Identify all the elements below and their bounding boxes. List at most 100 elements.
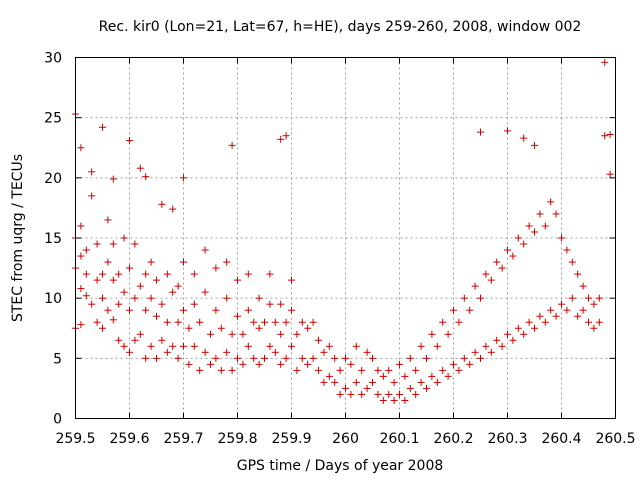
data-point (201, 348, 209, 356)
data-point (504, 127, 511, 135)
data-point (239, 330, 247, 338)
data-point (450, 360, 457, 368)
data-point (180, 306, 187, 314)
data-point (277, 330, 285, 338)
x-tick-label: 259.6 (109, 431, 149, 447)
data-point (433, 342, 441, 350)
data-point (126, 348, 133, 356)
data-point (493, 336, 501, 344)
data-point (466, 360, 474, 368)
data-point (136, 164, 144, 172)
data-point (93, 318, 101, 326)
data-point (169, 205, 177, 213)
data-point (547, 306, 555, 314)
data-point (363, 348, 371, 356)
data-point (520, 240, 528, 248)
data-point (487, 348, 495, 356)
data-point (552, 210, 560, 218)
data-point (288, 342, 295, 350)
data-point (487, 276, 495, 284)
data-point (201, 246, 209, 254)
y-tick-label: 15 (44, 231, 62, 247)
data-point (142, 354, 150, 362)
data-point (77, 285, 85, 293)
data-point (385, 366, 393, 374)
data-point (99, 294, 106, 302)
data-point (401, 372, 409, 380)
data-point (541, 318, 549, 326)
data-point (131, 240, 139, 248)
data-point (309, 318, 317, 326)
data-point (590, 324, 598, 332)
data-point (406, 354, 414, 362)
data-point (234, 354, 241, 362)
data-point (444, 372, 452, 380)
data-point (347, 360, 355, 368)
data-point (255, 360, 263, 368)
data-point (547, 198, 555, 206)
x-tick-label: 259.8 (217, 431, 257, 447)
data-point (271, 348, 279, 356)
data-point (142, 270, 150, 278)
grid-lines (75, 57, 616, 419)
data-point (433, 378, 441, 386)
x-tick-label: 260 (332, 431, 359, 447)
data-point (201, 288, 209, 296)
data-point (520, 134, 528, 142)
data-point (374, 366, 382, 374)
data-point (460, 294, 468, 302)
data-point (99, 324, 106, 332)
data-point (271, 318, 279, 326)
y-tick-label: 30 (44, 51, 62, 67)
data-point (585, 294, 592, 302)
x-tick-label: 259.7 (163, 431, 203, 447)
data-point (228, 330, 236, 338)
data-point (223, 258, 231, 266)
data-point (109, 175, 117, 183)
y-tick-labels: 0 5 10 15 20 25 30 (44, 51, 62, 428)
data-point (244, 342, 252, 350)
data-point (207, 330, 214, 338)
data-point (234, 276, 241, 284)
data-point (298, 318, 306, 326)
data-point (277, 360, 285, 368)
data-point (514, 234, 522, 242)
data-point (293, 366, 301, 374)
data-point (180, 258, 187, 266)
x-tick-label: 260.2 (433, 431, 473, 447)
data-point (158, 336, 166, 344)
data-point (88, 168, 96, 176)
data-point (120, 234, 128, 242)
data-point (331, 378, 339, 386)
data-point (525, 318, 533, 326)
data-point (579, 306, 587, 314)
axis-ticks (75, 57, 616, 419)
data-point (115, 270, 123, 278)
data-point (390, 378, 398, 386)
x-tick-label: 259.5 (55, 431, 95, 447)
data-point (223, 294, 231, 302)
data-point (228, 141, 236, 149)
data-point (439, 318, 447, 326)
data-point (509, 252, 517, 260)
data-point (412, 366, 420, 374)
data-point (158, 200, 166, 208)
data-point (325, 372, 333, 380)
data-point (471, 348, 479, 356)
data-point (93, 240, 101, 248)
data-point (509, 336, 517, 344)
data-point (568, 294, 576, 302)
data-point (315, 336, 322, 344)
data-point (385, 390, 393, 398)
data-point (455, 366, 463, 374)
data-point (379, 372, 387, 380)
data-point (120, 288, 128, 296)
data-point (531, 228, 538, 236)
data-point (331, 354, 339, 362)
data-point (477, 354, 484, 362)
data-point (277, 135, 285, 143)
data-point (244, 270, 252, 278)
data-point (180, 342, 187, 350)
data-point (336, 366, 344, 374)
data-point (320, 348, 328, 356)
